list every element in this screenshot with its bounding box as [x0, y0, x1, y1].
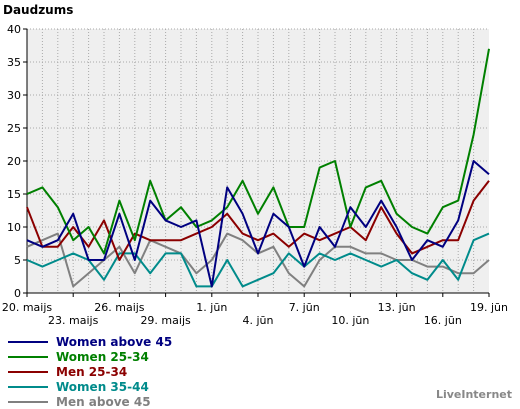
y-axis-label: Daudzums [3, 3, 74, 17]
x-tick-label: 10. jūn [331, 314, 369, 327]
legend-label-women-above-45: Women above 45 [56, 334, 173, 349]
y-tick-label: 10 [7, 221, 21, 234]
series-line-women-25-34 [26, 48, 490, 255]
x-tick-label: 23. maijs [48, 314, 99, 327]
series-line-men-25-34 [26, 180, 490, 261]
liveinternet-credit: LiveInternet [435, 388, 512, 401]
legend-item-men-above-45: Men above 45 [8, 394, 172, 409]
series-line-women-above-45 [26, 160, 490, 288]
legend-swatch-men-above-45 [8, 400, 48, 403]
legend-item-men-25-34: Men 25-34 [8, 364, 172, 379]
legend-swatch-women-35-44 [8, 385, 48, 388]
x-tick-label: 13. jūn [378, 301, 416, 314]
y-tick-label: 15 [7, 188, 21, 201]
series-line-women-35-44 [26, 232, 490, 288]
x-tick-label: 20. maijs [2, 301, 53, 314]
legend-label-men-above-45: Men above 45 [56, 394, 151, 409]
legend-item-women-above-45: Women above 45 [8, 334, 172, 349]
legend-swatch-women-above-45 [8, 340, 48, 343]
x-tick-label: 29. maijs [140, 314, 191, 327]
legend-label-men-25-34: Men 25-34 [56, 364, 128, 379]
grid [27, 28, 489, 293]
y-tick-label: 25 [7, 122, 21, 135]
legend-label-women-25-34: Women 25-34 [56, 349, 149, 364]
legend-swatch-men-25-34 [8, 370, 48, 373]
axes [23, 28, 490, 297]
x-tick-label: 7. jūn [289, 301, 320, 314]
x-tick-label: 26. maijs [94, 301, 145, 314]
x-tick-label: 16. jūn [424, 314, 462, 327]
x-tick-label: 19. jūn [470, 301, 508, 314]
y-tick-label: 0 [14, 287, 21, 300]
legend-label-women-35-44: Women 35-44 [56, 379, 149, 394]
x-tick-label: 4. jūn [243, 314, 274, 327]
y-tick-label: 40 [7, 23, 21, 36]
legend-item-women-25-34: Women 25-34 [8, 349, 172, 364]
y-tick-label: 30 [7, 89, 21, 102]
series [26, 48, 490, 288]
y-tick-label: 35 [7, 56, 21, 69]
legend: Women above 45 Women 25-34 Men 25-34 Wom… [8, 334, 172, 409]
x-tick-label: 1. jūn [196, 301, 227, 314]
y-tick-label: 5 [14, 254, 21, 267]
legend-swatch-women-25-34 [8, 355, 48, 358]
legend-item-women-35-44: Women 35-44 [8, 379, 172, 394]
y-tick-label: 20 [7, 155, 21, 168]
